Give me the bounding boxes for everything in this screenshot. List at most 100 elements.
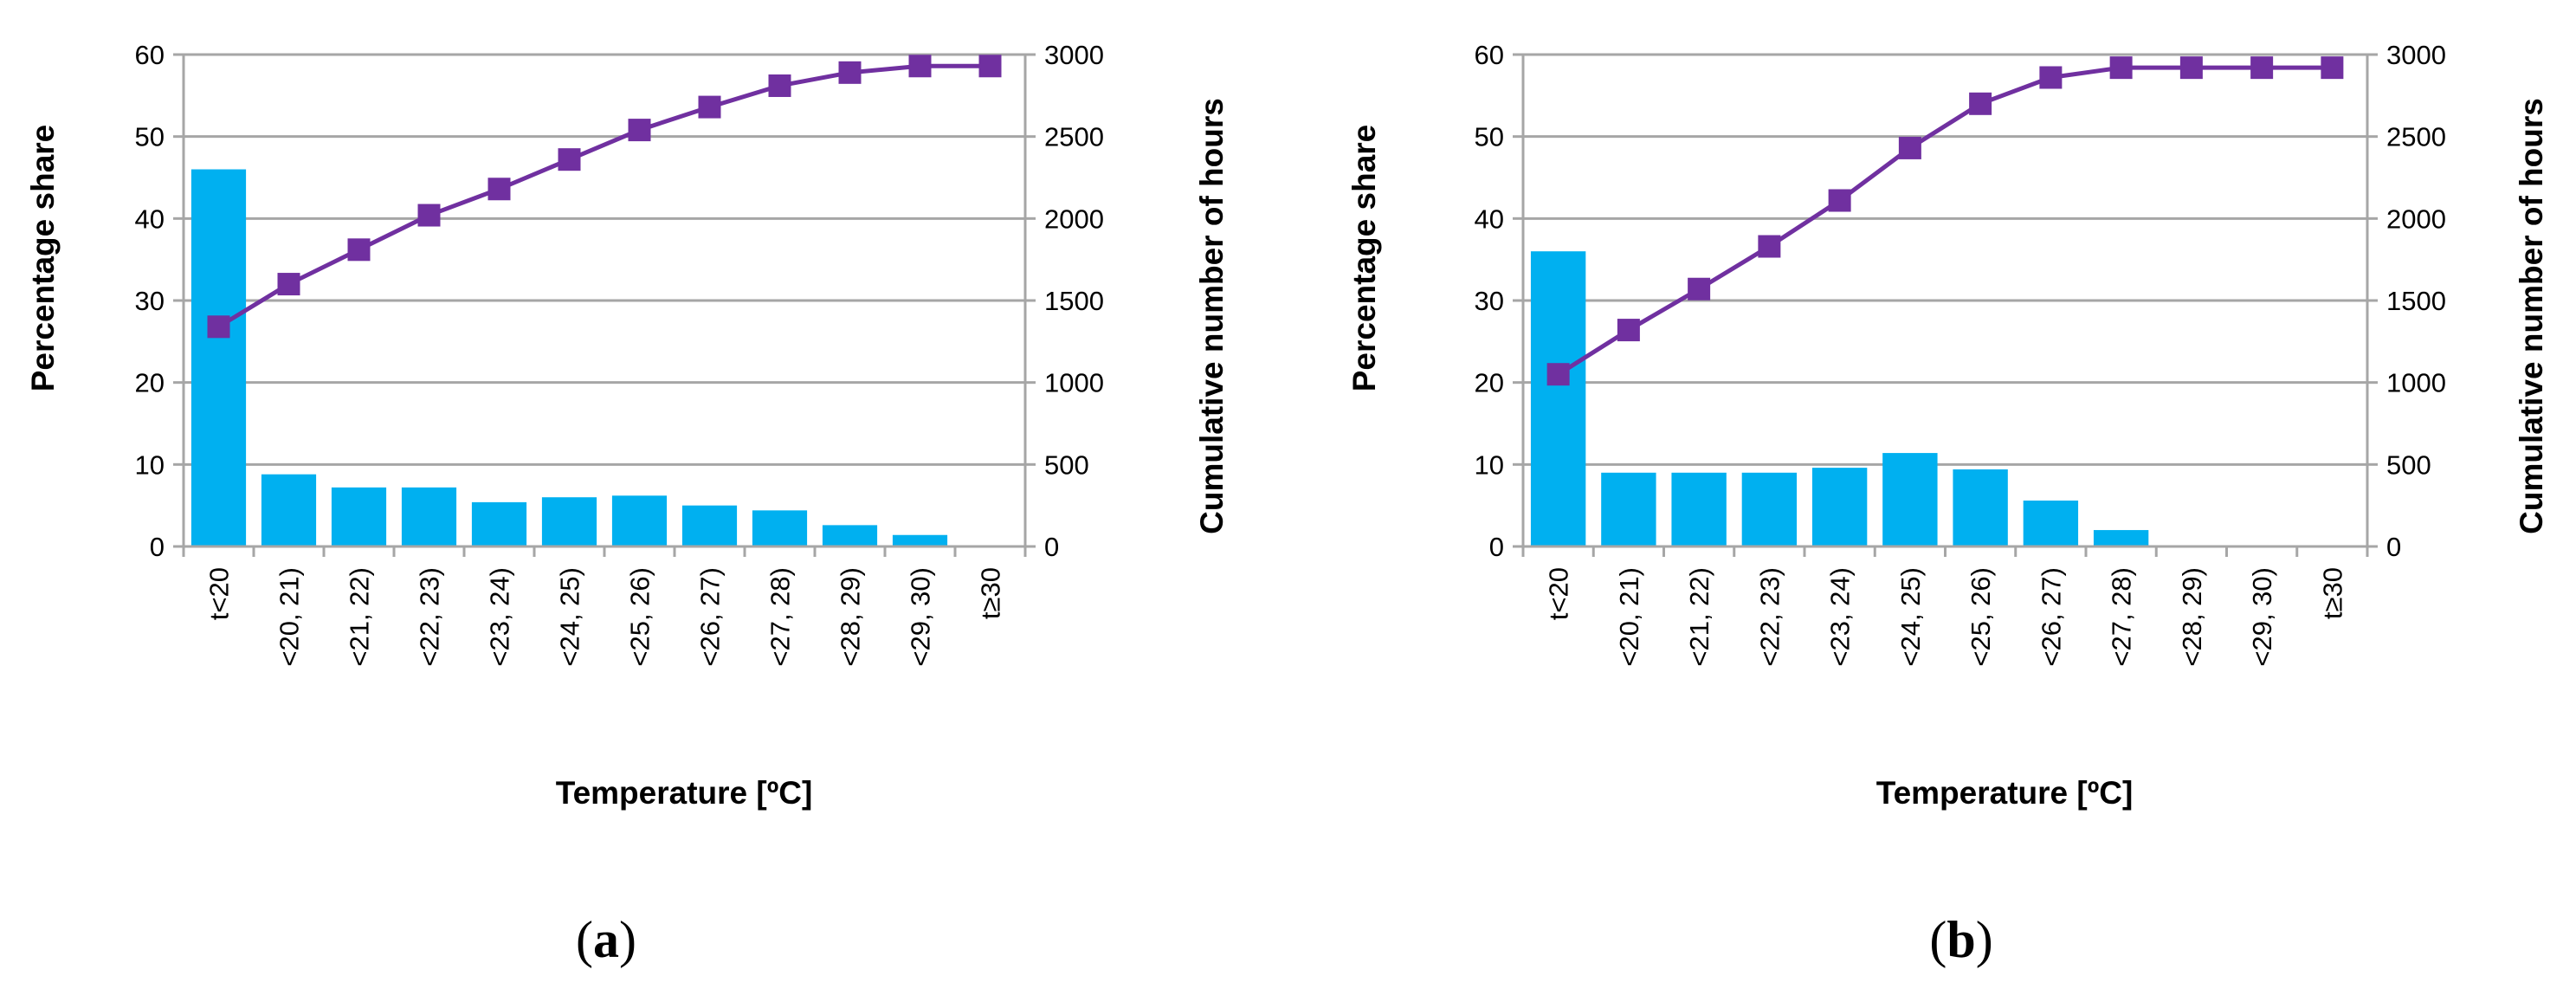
y-tick-label: 60 (135, 40, 165, 70)
x-tick-label: <27, 28) (765, 567, 796, 667)
line-marker (2321, 56, 2344, 80)
y-right-tick-label: 1000 (1044, 368, 1104, 398)
x-tick-label: <28, 29) (836, 567, 866, 667)
xlabel: Temperature [ºC] (556, 775, 813, 811)
line-marker (2039, 66, 2063, 89)
x-tick-label: <23, 24) (1825, 567, 1856, 667)
line-marker (417, 204, 441, 227)
x-tick-label: <21, 22) (345, 567, 375, 667)
xlabel: Temperature [ºC] (1876, 775, 2134, 811)
y-right-tick-label: 1500 (2386, 286, 2446, 316)
x-tick-label: <27, 28) (2107, 567, 2137, 667)
line-marker (1758, 235, 1781, 258)
bar (2023, 500, 2079, 546)
bar (892, 534, 948, 546)
bar (261, 474, 317, 546)
bar (1811, 468, 1868, 546)
x-tick-label: <20, 21) (274, 567, 305, 667)
y-right-tick-label: 2500 (2386, 122, 2446, 152)
y-tick-label: 50 (1475, 122, 1504, 152)
y-tick-label: 10 (135, 449, 165, 480)
x-tick-label: <23, 24) (485, 567, 515, 667)
line-marker (628, 119, 651, 142)
line-marker (1828, 189, 1851, 212)
bar (190, 169, 247, 547)
line-marker (487, 178, 511, 201)
bar (541, 497, 597, 546)
line-marker (347, 238, 371, 262)
x-tick-label: <26, 27) (2036, 567, 2066, 667)
y-tick-label: 40 (1475, 204, 1504, 234)
line-marker (2250, 56, 2274, 80)
cumulative-line (217, 63, 991, 329)
x-tick-label: <24, 25) (555, 567, 585, 667)
bar (1530, 251, 1586, 546)
bar (1953, 469, 2008, 546)
x-tick-label: <25, 26) (1966, 567, 1996, 667)
x-tick-label: <29, 30) (906, 567, 936, 667)
bar (822, 525, 878, 546)
line-marker (1617, 319, 1640, 342)
bar (331, 487, 387, 546)
y-right-tick-label: 500 (2386, 449, 2431, 480)
panel-label-a: (a) (576, 911, 636, 968)
bar (611, 495, 668, 546)
y-tick-label: 60 (1475, 40, 1504, 70)
line-marker (558, 148, 581, 171)
y-right-tick-label: 500 (1044, 449, 1089, 480)
bar (752, 510, 808, 546)
line-marker (838, 61, 862, 84)
x-tick-label: t<20 (1544, 567, 1574, 620)
bar (681, 505, 738, 546)
bar (2093, 530, 2149, 546)
line-marker (978, 55, 1002, 78)
y-tick-label: 20 (135, 368, 165, 398)
line-marker (207, 315, 230, 339)
y-right-tick-label: 3000 (1044, 40, 1104, 70)
line-marker (2109, 56, 2133, 80)
bar (1601, 472, 1656, 546)
x-tick-label: <21, 22) (1684, 567, 1714, 667)
y-tick-label: 50 (135, 122, 165, 152)
line-marker (1688, 277, 1711, 301)
x-tick-label: <22, 23) (415, 567, 445, 667)
y-right-tick-label: 2000 (1044, 204, 1104, 234)
x-tick-label: <20, 21) (1614, 567, 1644, 667)
line-marker (698, 95, 721, 119)
x-tick-label: <28, 29) (2177, 567, 2207, 667)
line-marker (1546, 363, 1570, 386)
bar (1741, 472, 1798, 546)
cumulative-line (1557, 65, 2333, 377)
x-tick-label: <22, 23) (1754, 567, 1785, 667)
y-tick-label: 30 (1475, 286, 1504, 316)
y-tick-label: 10 (1475, 449, 1504, 480)
line-marker (768, 74, 791, 97)
line-marker (1969, 92, 1992, 115)
chart-panel-a: 0 10 20 30 40 50 60 0 500 1000 1500 2000 2500 3000 t<2… (25, 40, 1230, 968)
y-right-tick-label: 0 (1044, 532, 1059, 562)
panel-label-b: (b) (1929, 911, 1992, 968)
line-marker (277, 273, 300, 296)
y-tick-label: 0 (150, 532, 165, 562)
x-tick-label: t≥30 (2317, 567, 2347, 619)
y-right-tick-label: 0 (2386, 532, 2401, 562)
y-right-tick-label: 2000 (2386, 204, 2446, 234)
ylabel-left: Percentage share (1346, 125, 1382, 392)
x-tick-label: <24, 25) (1895, 567, 1926, 667)
x-tick-label: t≥30 (976, 567, 1006, 619)
x-tick-label: <26, 27) (695, 567, 726, 667)
ylabel-left: Percentage share (25, 125, 61, 392)
bar (401, 487, 457, 546)
y-tick-label: 40 (135, 204, 165, 234)
x-tick-label: <29, 30) (2247, 567, 2277, 667)
line-marker (908, 55, 932, 78)
x-tick-label: <25, 26) (625, 567, 655, 667)
bar (1671, 472, 1727, 546)
ylabel-right: Cumulative number of hours (1194, 98, 1230, 534)
chart-panel-b: 0 10 20 30 40 50 60 0 500 1000 1500 2000 2500 3000 t<2… (1346, 40, 2549, 968)
line-marker (2179, 56, 2203, 80)
y-right-tick-label: 1000 (2386, 368, 2446, 398)
y-tick-label: 0 (1489, 532, 1504, 562)
line-marker (1898, 136, 1921, 159)
